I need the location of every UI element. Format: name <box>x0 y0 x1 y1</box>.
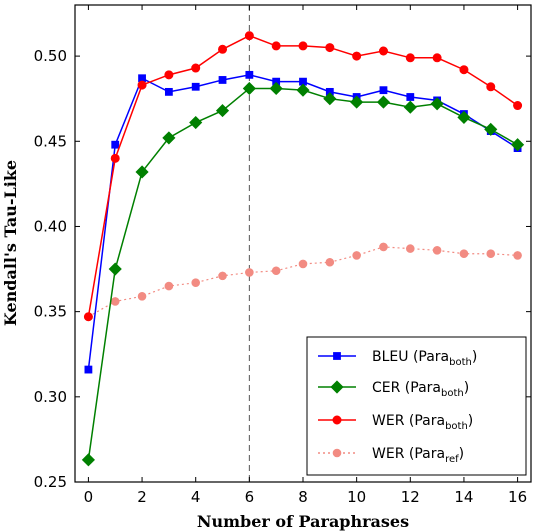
data-point <box>513 101 523 111</box>
data-point <box>379 86 388 95</box>
x-tick-label: 10 <box>347 488 366 506</box>
data-point <box>271 266 281 276</box>
legend-frame <box>306 336 527 476</box>
data-point <box>298 259 308 269</box>
data-point <box>332 415 342 425</box>
data-point <box>403 100 417 114</box>
data-point <box>405 244 415 253</box>
x-tick-label: 14 <box>454 488 473 506</box>
data-point <box>430 97 444 111</box>
data-point <box>457 110 471 125</box>
data-point <box>405 53 415 63</box>
data-point <box>484 122 498 136</box>
data-point <box>137 80 147 90</box>
legend-label: CER (Paraboth) <box>372 380 469 399</box>
y-tick-label: 0.40 <box>34 217 67 235</box>
legend-entries: BLEU (Paraboth) CER (Paraboth) WER (Parabo… <box>318 349 477 465</box>
data-point <box>164 70 174 80</box>
legend-label: WER (Pararef) <box>372 446 464 465</box>
series-layer <box>81 31 525 467</box>
data-point <box>298 41 308 51</box>
data-point <box>189 115 203 130</box>
data-point <box>191 278 201 287</box>
data-point <box>245 268 254 277</box>
data-point <box>379 242 388 252</box>
data-point <box>352 51 362 61</box>
y-tick-label: 0.25 <box>34 473 67 491</box>
data-point <box>83 312 93 322</box>
data-point <box>245 70 254 79</box>
data-point <box>110 297 120 306</box>
y-axis-title: Kendall's Tau-Like <box>1 160 20 326</box>
series-3 <box>84 242 522 322</box>
data-point <box>325 43 335 53</box>
data-point <box>81 453 95 467</box>
legend: BLEU (Paraboth) CER (Paraboth) WER (Parabo… <box>306 336 527 476</box>
x-tick-label: 4 <box>191 488 201 506</box>
data-point <box>459 65 469 75</box>
data-point <box>459 249 469 259</box>
data-point <box>330 380 344 394</box>
data-point <box>191 82 200 91</box>
x-tick-label: 0 <box>84 488 94 506</box>
y-tick-label: 0.50 <box>34 47 67 65</box>
y-axis-ticks: 0.25 0.30 0.35 0.40 0.45 0.50 <box>34 47 531 491</box>
y-tick-label: 0.35 <box>34 303 67 321</box>
series-1 <box>81 81 525 467</box>
x-tick-label: 8 <box>298 488 308 506</box>
legend-entry: CER (Paraboth) <box>318 380 469 399</box>
data-point <box>137 292 147 301</box>
data-point <box>135 165 149 179</box>
data-point <box>513 251 522 260</box>
data-point <box>218 76 227 84</box>
data-point <box>111 140 120 149</box>
data-point <box>164 281 174 291</box>
data-point <box>162 131 176 145</box>
series-2 <box>83 31 523 322</box>
y-tick-label: 0.45 <box>34 132 67 150</box>
data-point <box>218 44 228 54</box>
data-point <box>376 95 391 109</box>
data-point <box>350 95 364 109</box>
data-point <box>323 92 337 106</box>
legend-entry: WER (Pararef) <box>318 446 464 465</box>
data-point <box>242 81 256 96</box>
data-point <box>432 53 442 63</box>
data-point <box>406 93 415 101</box>
x-tick-label: 16 <box>508 488 527 506</box>
data-point <box>110 153 120 163</box>
data-point <box>244 31 254 41</box>
data-point <box>84 365 93 374</box>
data-point <box>108 262 122 276</box>
legend-entry: WER (Paraboth) <box>318 413 473 432</box>
data-point <box>164 87 173 96</box>
data-point <box>218 271 227 281</box>
y-tick-label: 0.30 <box>34 388 67 406</box>
x-axis-title: Number of Paraphrases <box>197 512 409 531</box>
legend-label: BLEU (Paraboth) <box>372 349 477 368</box>
x-tick-label: 2 <box>137 488 147 506</box>
data-point <box>215 104 230 118</box>
data-point <box>296 83 310 97</box>
x-tick-label: 12 <box>401 488 420 506</box>
legend-label: WER (Paraboth) <box>372 413 473 432</box>
legend-entry: BLEU (Paraboth) <box>318 349 477 368</box>
data-point <box>486 82 496 92</box>
data-point <box>325 257 335 267</box>
data-point <box>486 249 496 259</box>
data-point <box>511 138 525 152</box>
data-point <box>432 246 442 255</box>
data-point <box>378 46 388 56</box>
x-tick-label: 6 <box>245 488 255 506</box>
data-point <box>271 41 281 51</box>
data-point <box>191 63 201 73</box>
data-point <box>333 352 341 360</box>
data-point <box>269 81 283 96</box>
x-axis-ticks: 0 2 4 6 8 10 12 14 16 <box>84 5 527 506</box>
data-point <box>352 251 361 260</box>
data-point <box>332 448 342 458</box>
